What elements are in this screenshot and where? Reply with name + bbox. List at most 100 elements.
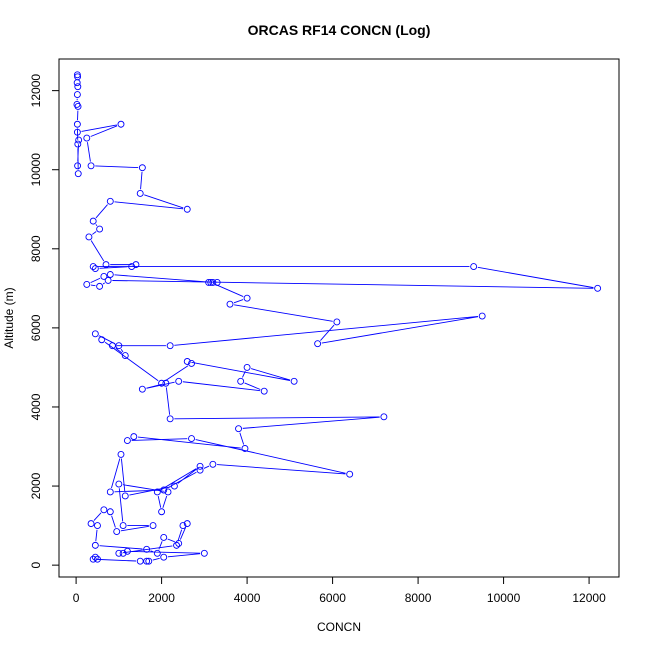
data-point: [175, 539, 183, 547]
data-point: [153, 549, 161, 557]
data-point: [119, 549, 127, 557]
data-point: [235, 425, 242, 433]
data-point: [166, 415, 174, 423]
y-axis: 0 2000 4000 6000 8000 10000 12000: [29, 74, 60, 568]
data-point: [237, 377, 245, 385]
data-point: [166, 342, 174, 350]
x-axis-label: CONCN: [317, 620, 361, 634]
data-point: [115, 549, 123, 557]
data-point: [188, 435, 195, 443]
x-tick-label: 6000: [319, 591, 346, 605]
data-point: [73, 120, 81, 128]
series-line-path: [76, 98, 594, 562]
series-points: [73, 71, 602, 565]
data-point: [117, 120, 125, 128]
data-point: [290, 377, 298, 385]
data-point: [73, 91, 81, 99]
data-point: [89, 555, 97, 563]
data-point: [145, 557, 153, 565]
data-point: [102, 261, 110, 269]
data-point: [100, 506, 108, 514]
data-point: [75, 136, 83, 144]
data-point: [478, 312, 486, 320]
x-tick-label: 10000: [487, 591, 521, 605]
data-point: [158, 508, 166, 516]
data-point: [121, 352, 129, 360]
data-point: [136, 557, 144, 565]
data-point: [380, 413, 388, 421]
data-point: [74, 140, 82, 148]
data-point: [209, 278, 217, 286]
chart-title: ORCAS RF14 CONCN (Log): [248, 22, 431, 38]
data-point: [209, 460, 217, 468]
data-point: [241, 445, 249, 452]
data-point: [138, 385, 146, 393]
data-point: [170, 482, 178, 490]
data-point: [104, 276, 112, 284]
data-point: [123, 437, 131, 445]
y-tick-label: 2000: [29, 472, 43, 499]
data-point: [94, 522, 101, 530]
data-point: [164, 488, 172, 496]
data-point: [87, 162, 95, 170]
x-tick-label: 4000: [234, 591, 261, 605]
data-point: [74, 83, 82, 91]
y-tick-label: 12000: [29, 74, 43, 108]
data-point: [96, 225, 104, 233]
x-tick-label: 2000: [148, 591, 175, 605]
data-point: [91, 541, 99, 549]
data-point: [89, 217, 97, 225]
data-point: [91, 553, 99, 561]
data-point: [130, 433, 138, 441]
x-tick-label: 0: [73, 591, 80, 605]
data-point: [132, 261, 140, 269]
data-point: [87, 520, 95, 528]
data-point: [73, 128, 81, 136]
data-point: [196, 462, 204, 470]
data-point: [179, 522, 187, 530]
data-point: [158, 379, 166, 387]
y-tick-label: 4000: [29, 393, 43, 420]
data-point: [89, 263, 97, 271]
data-point: [113, 528, 121, 535]
data-point: [106, 508, 114, 516]
data-point: [83, 280, 91, 288]
data-point: [160, 553, 168, 561]
data-point: [243, 294, 251, 302]
data-point: [333, 318, 341, 326]
data-point: [260, 387, 268, 395]
data-point: [200, 549, 208, 557]
data-point: [138, 164, 146, 172]
data-point: [160, 534, 168, 541]
data-point: [314, 340, 322, 348]
x-tick-label: 12000: [572, 591, 606, 605]
data-point: [83, 134, 91, 142]
data-point: [121, 492, 129, 500]
data-point: [594, 284, 602, 292]
data-point: [175, 377, 183, 385]
x-tick-label: 8000: [405, 591, 432, 605]
data-point: [243, 363, 251, 371]
data-point: [196, 466, 204, 474]
data-point: [115, 480, 123, 488]
data-point: [183, 205, 191, 213]
y-axis-label: Altitude (m): [2, 287, 16, 348]
data-point: [162, 379, 170, 387]
data-point: [91, 265, 99, 273]
data-point: [160, 486, 168, 494]
data-point: [346, 470, 354, 478]
data-point: [117, 450, 125, 458]
data-point: [98, 336, 106, 344]
data-point: [91, 330, 99, 338]
data-point: [73, 79, 81, 87]
data-point: [188, 360, 195, 367]
data-point: [94, 555, 101, 563]
data-point: [85, 233, 93, 241]
data-point: [226, 300, 234, 308]
y-tick-label: 0: [29, 561, 43, 568]
data-point: [149, 522, 157, 530]
data-point: [205, 278, 213, 286]
data-point: [74, 162, 82, 170]
